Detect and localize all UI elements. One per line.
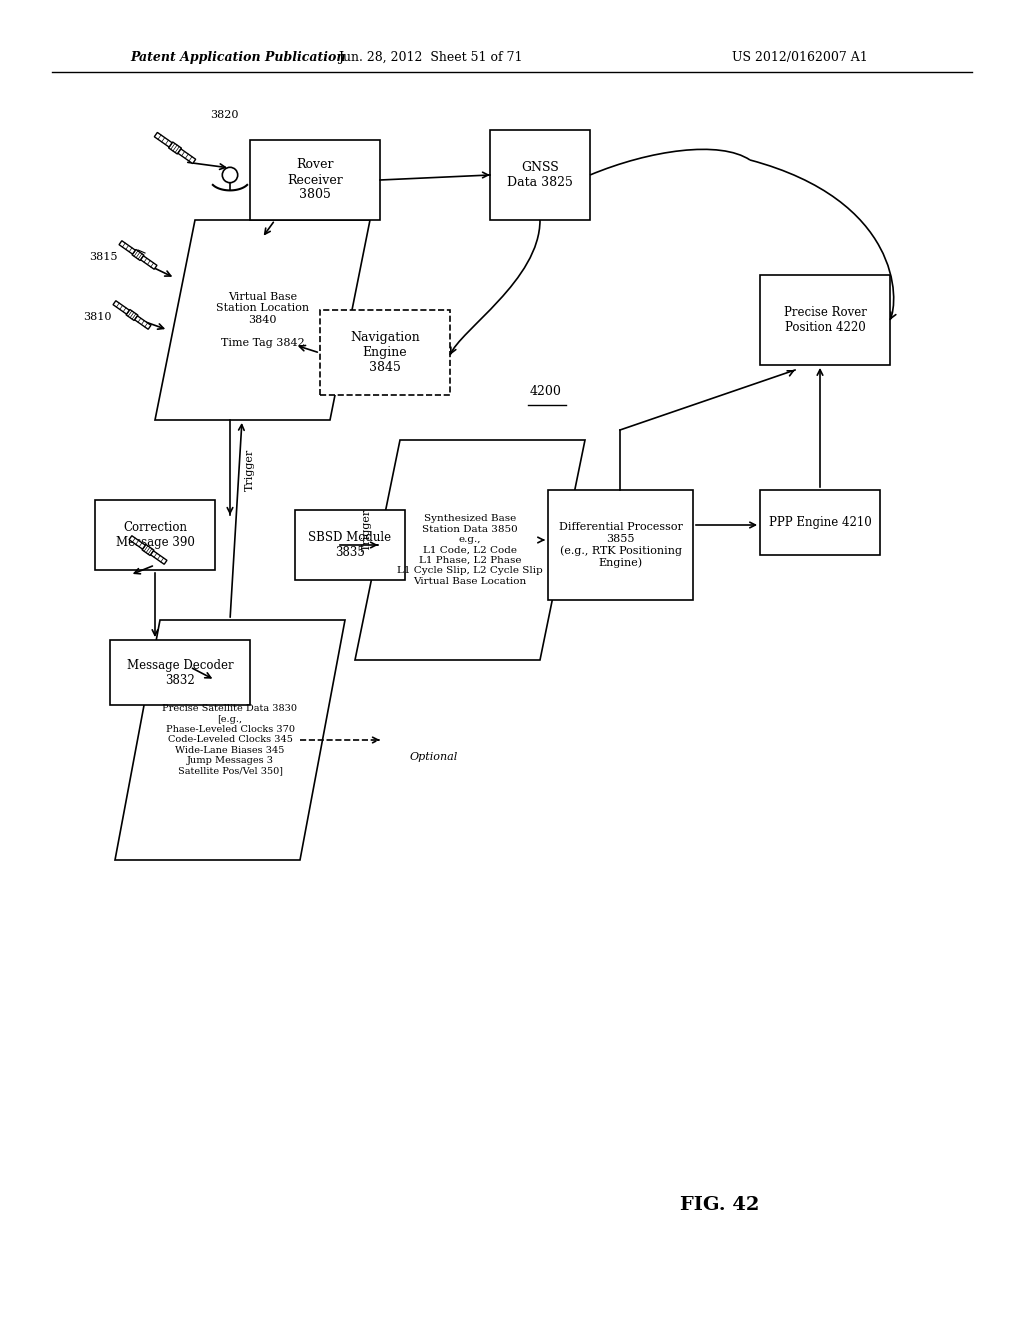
Bar bbox=[490, 129, 590, 220]
Polygon shape bbox=[140, 256, 157, 269]
Bar bbox=[548, 490, 693, 601]
Polygon shape bbox=[132, 249, 144, 260]
Polygon shape bbox=[135, 315, 151, 329]
Polygon shape bbox=[178, 149, 196, 164]
Bar bbox=[250, 140, 380, 220]
Polygon shape bbox=[129, 536, 145, 549]
Text: Navigation
Engine
3845: Navigation Engine 3845 bbox=[350, 331, 420, 374]
Text: Patent Application Publication: Patent Application Publication bbox=[130, 51, 345, 65]
Bar bbox=[295, 510, 406, 579]
Polygon shape bbox=[155, 220, 370, 420]
Text: GNSS
Data 3825: GNSS Data 3825 bbox=[507, 161, 573, 189]
Polygon shape bbox=[142, 544, 154, 556]
Text: Trigger: Trigger bbox=[362, 510, 372, 552]
Text: Correction
Message 390: Correction Message 390 bbox=[116, 521, 195, 549]
Text: 3810: 3810 bbox=[84, 312, 112, 322]
Polygon shape bbox=[151, 550, 167, 564]
Text: US 2012/0162007 A1: US 2012/0162007 A1 bbox=[732, 51, 868, 65]
Text: 3815: 3815 bbox=[89, 252, 118, 261]
Text: PPP Engine 4210: PPP Engine 4210 bbox=[769, 516, 871, 529]
Text: Synthesized Base
Station Data 3850
e.g.,
L1 Code, L2 Code
L1 Phase, L2 Phase
L1 : Synthesized Base Station Data 3850 e.g.,… bbox=[397, 515, 543, 586]
Circle shape bbox=[222, 168, 238, 182]
Bar bbox=[319, 310, 450, 395]
Text: Precise Rover
Position 4220: Precise Rover Position 4220 bbox=[783, 306, 866, 334]
Text: Message Decoder
3832: Message Decoder 3832 bbox=[127, 659, 233, 686]
Bar bbox=[95, 500, 215, 570]
Polygon shape bbox=[126, 309, 138, 321]
Polygon shape bbox=[169, 143, 181, 154]
Bar bbox=[760, 490, 880, 554]
Bar bbox=[110, 640, 250, 705]
Text: Jun. 28, 2012  Sheet 51 of 71: Jun. 28, 2012 Sheet 51 of 71 bbox=[338, 51, 522, 65]
Text: Rover
Receiver
3805: Rover Receiver 3805 bbox=[287, 158, 343, 202]
Polygon shape bbox=[119, 240, 135, 255]
Polygon shape bbox=[115, 620, 345, 861]
Polygon shape bbox=[355, 440, 585, 660]
Text: Precise Satellite Data 3830
[e.g.,
Phase-Leveled Clocks 370
Code-Leveled Clocks : Precise Satellite Data 3830 [e.g., Phase… bbox=[163, 705, 298, 776]
Bar bbox=[760, 275, 890, 366]
Text: 3835: 3835 bbox=[134, 517, 162, 527]
Text: Differential Processor
3855
(e.g., RTK Positioning
Engine): Differential Processor 3855 (e.g., RTK P… bbox=[558, 521, 682, 568]
Text: Trigger: Trigger bbox=[245, 449, 255, 491]
Text: SBSD Module
3835: SBSD Module 3835 bbox=[308, 531, 391, 558]
Text: 4200: 4200 bbox=[530, 385, 562, 399]
Text: Virtual Base
Station Location
3840

Time Tag 3842: Virtual Base Station Location 3840 Time … bbox=[216, 292, 309, 348]
Text: 3820: 3820 bbox=[210, 110, 239, 120]
Polygon shape bbox=[155, 132, 172, 147]
Polygon shape bbox=[113, 301, 129, 314]
Text: FIG. 42: FIG. 42 bbox=[680, 1196, 760, 1214]
Text: Optional: Optional bbox=[410, 752, 459, 762]
